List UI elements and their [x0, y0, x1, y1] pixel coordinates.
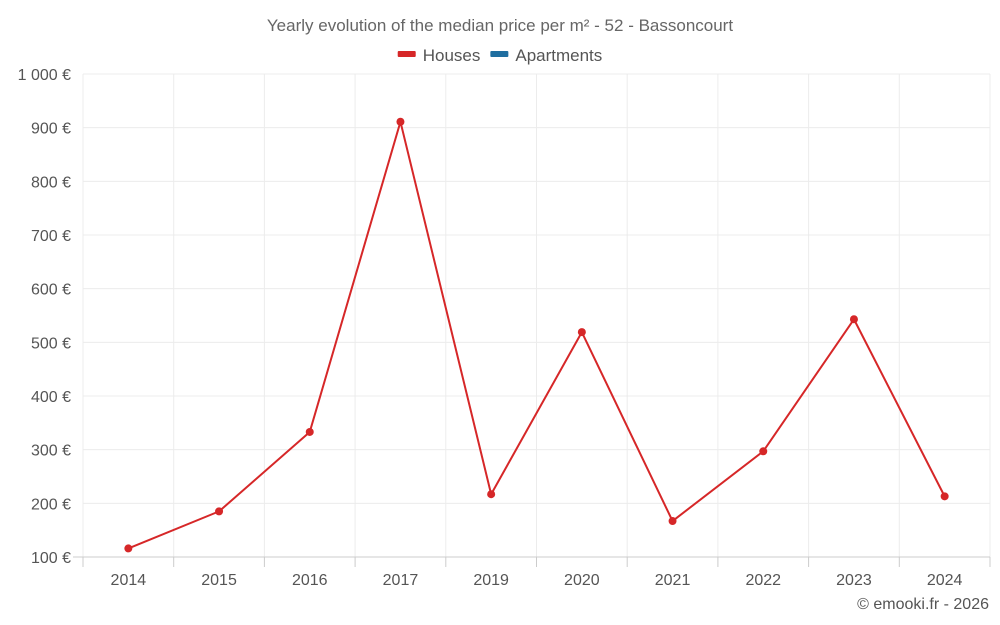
data-point-houses[interactable] [577, 328, 586, 337]
data-point-houses[interactable] [305, 427, 314, 436]
x-tick-label: 2024 [927, 572, 963, 589]
copyright-credit: © emooki.fr - 2026 [857, 596, 989, 613]
chart-grid [82, 73, 991, 557]
legend-swatch [490, 51, 509, 57]
chart-legend: Houses Apartments [397, 46, 602, 65]
chart-title: Yearly evolution of the median price per… [267, 16, 733, 35]
data-point-houses[interactable] [124, 544, 133, 553]
x-tick-label: 2017 [383, 572, 419, 589]
x-tick-label: 2014 [111, 572, 147, 589]
y-tick-label: 200 € [31, 496, 71, 513]
y-tick-label: 1 000 € [18, 67, 71, 84]
y-axis: 100 € 200 € 300 € 400 € 500 € 600 € 700 € 800 €… [18, 67, 71, 567]
y-tick-label: 900 € [31, 121, 71, 138]
legend-swatch [397, 51, 416, 57]
y-tick-label: 400 € [31, 389, 71, 406]
x-tick-label: 2023 [836, 572, 872, 589]
x-tick-label: 2022 [745, 572, 781, 589]
data-point-houses[interactable] [215, 507, 224, 516]
x-tick-label: 2016 [292, 572, 328, 589]
series-line-houses [127, 120, 946, 550]
data-point-houses[interactable] [849, 315, 858, 324]
legend-item-apartments[interactable]: Apartments [490, 46, 602, 65]
y-tick-label: 800 € [31, 174, 71, 191]
y-tick-label: 300 € [31, 443, 71, 460]
data-point-houses[interactable] [668, 517, 677, 526]
data-point-houses[interactable] [487, 490, 496, 499]
chart-series [124, 117, 949, 553]
y-tick-label: 100 € [31, 550, 71, 567]
data-point-houses[interactable] [759, 447, 768, 456]
y-tick-label: 500 € [31, 335, 71, 352]
x-tick-label: 2020 [564, 572, 600, 589]
x-tick-label: 2019 [473, 572, 509, 589]
data-point-houses[interactable] [940, 492, 949, 501]
x-tick-label: 2021 [655, 572, 691, 589]
legend-item-houses[interactable]: Houses [397, 46, 481, 65]
y-tick-label: 600 € [31, 282, 71, 299]
legend-label: Houses [423, 46, 481, 65]
legend-label: Apartments [515, 46, 602, 65]
y-tick-label: 700 € [31, 228, 71, 245]
x-axis: 2014 2015 2016 2017 2019 2020 2021 2022 2023 2024 [73, 556, 991, 589]
data-point-houses[interactable] [396, 117, 405, 126]
x-tick-label: 2015 [201, 572, 237, 589]
